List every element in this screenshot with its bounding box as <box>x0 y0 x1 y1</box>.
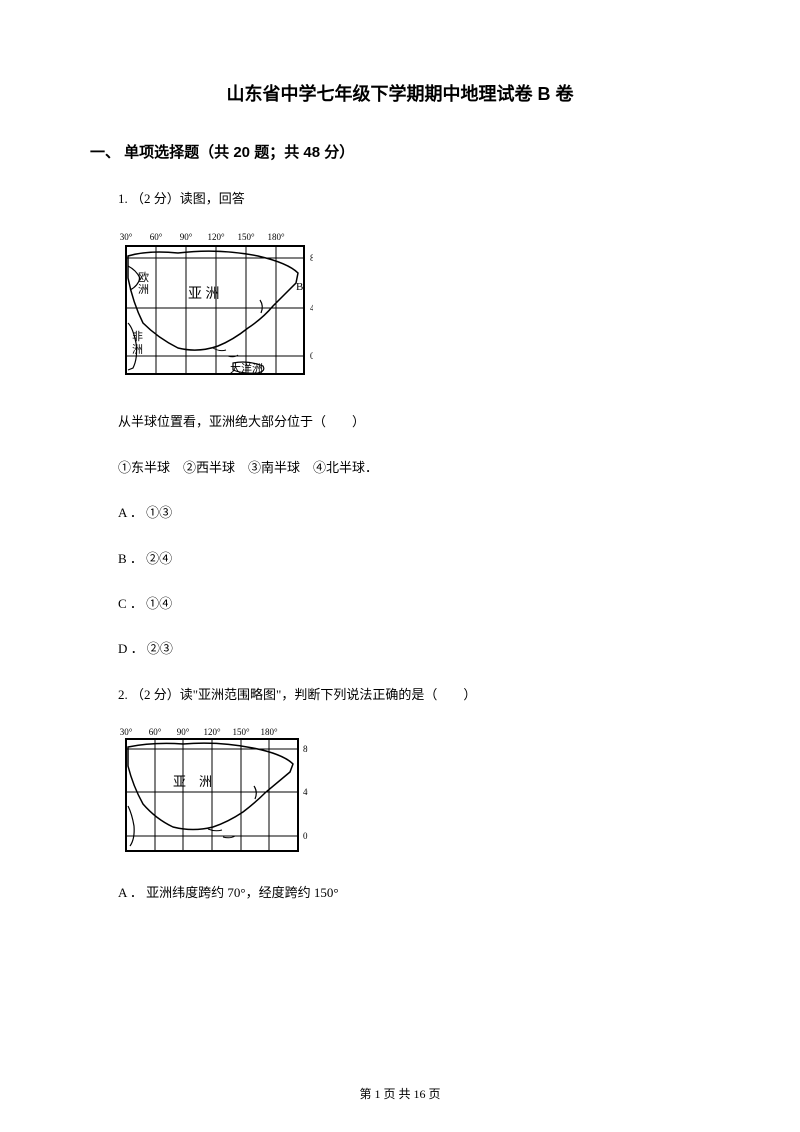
svg-text:欧: 欧 <box>138 271 149 284</box>
svg-text:30°: 30° <box>120 232 133 242</box>
svg-text:80°: 80° <box>310 253 313 263</box>
q2-intro: 2. （2 分）读"亚洲范围略图"，判断下列说法正确的是（ ） <box>118 683 710 706</box>
page-footer: 第 1 页 共 16 页 <box>0 1085 800 1102</box>
q1-option-d: D ． ②③ <box>118 637 710 660</box>
q1-option-c: C ． ①④ <box>118 592 710 615</box>
q1-options-line: ①东半球 ②西半球 ③南半球 ④北半球． <box>118 456 710 479</box>
svg-text:洲: 洲 <box>132 344 143 356</box>
svg-text:非: 非 <box>132 330 143 343</box>
section-header: 一、 单项选择题（共 20 题；共 48 分） <box>90 141 710 162</box>
svg-text:60°: 60° <box>149 727 162 737</box>
svg-text:120°: 120° <box>207 232 225 242</box>
svg-text:150°: 150° <box>232 727 250 737</box>
q1-intro: 1. （2 分）读图，回答 <box>118 187 710 210</box>
q2-map: 30° 60° 90° 120° 150° 180° 80° 40° 0° 亚 … <box>118 724 710 859</box>
svg-text:180°: 180° <box>260 727 278 737</box>
svg-text:40°: 40° <box>310 303 313 313</box>
svg-text:洲: 洲 <box>138 284 149 296</box>
svg-text:B: B <box>296 281 303 293</box>
svg-text:90°: 90° <box>180 232 193 242</box>
q1-question: 从半球位置看，亚洲绝大部分位于（ ） <box>118 410 710 433</box>
svg-text:90°: 90° <box>177 727 190 737</box>
svg-text:0°: 0° <box>303 831 308 841</box>
q1-option-b: B ． ②④ <box>118 547 710 570</box>
svg-text:40°: 40° <box>303 787 308 797</box>
svg-text:120°: 120° <box>203 727 221 737</box>
svg-text:180°: 180° <box>267 232 285 242</box>
svg-text:80°: 80° <box>303 744 308 754</box>
q1-option-a: A ． ①③ <box>118 501 710 524</box>
document-title: 山东省中学七年级下学期期中地理试卷 B 卷 <box>90 80 710 106</box>
svg-text:0°: 0° <box>310 351 313 361</box>
svg-text:亚 洲: 亚 洲 <box>173 774 212 789</box>
svg-text:亚 洲: 亚 洲 <box>188 287 220 302</box>
q2-option-a: A ． 亚洲纬度跨约 70°，经度跨约 150° <box>118 881 710 904</box>
svg-text:大洋洲: 大洋洲 <box>230 361 263 375</box>
q1-map: 30° 60° 90° 120° 150° 180° 80° 40° 0° 欧 … <box>118 228 710 388</box>
svg-text:60°: 60° <box>150 232 163 242</box>
svg-text:30°: 30° <box>120 727 133 737</box>
svg-text:150°: 150° <box>237 232 255 242</box>
